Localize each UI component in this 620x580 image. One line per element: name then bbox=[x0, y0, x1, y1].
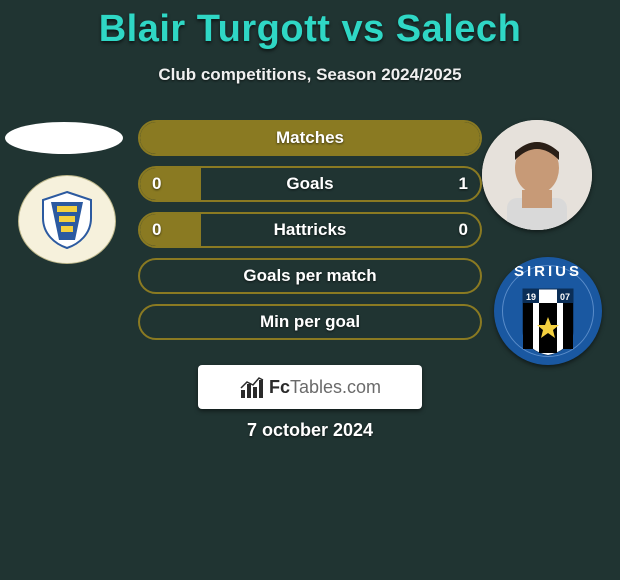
stat-label: Min per goal bbox=[140, 306, 480, 338]
stat-label: Goals per match bbox=[140, 260, 480, 292]
stat-row: Hattricks0 0 bbox=[138, 212, 482, 248]
comparison-subtitle: Club competitions, Season 2024/2025 bbox=[0, 65, 620, 85]
stat-row: Goals per match bbox=[138, 258, 482, 294]
left-player-photo-placeholder bbox=[5, 122, 123, 154]
stat-label: Matches bbox=[140, 122, 480, 154]
stat-value-left: 0 bbox=[152, 168, 161, 200]
comparison-title: Blair Turgott vs Salech bbox=[0, 0, 620, 51]
right-club-crest: SIRIUS 19 07 bbox=[494, 257, 602, 365]
brand-badge: FcTables.com bbox=[198, 365, 422, 409]
stats-panel: MatchesGoals01Hattricks00Goals per match… bbox=[138, 120, 482, 350]
comparison-date: 7 october 2024 bbox=[0, 420, 620, 441]
stat-row: Matches bbox=[138, 120, 482, 156]
stat-value-right: 1 bbox=[459, 168, 468, 200]
left-club-crest bbox=[18, 175, 116, 264]
brand-text: FcTables.com bbox=[269, 377, 381, 398]
stat-label: Hattricks bbox=[140, 214, 480, 246]
chart-icon bbox=[239, 374, 265, 400]
right-player-photo bbox=[482, 120, 592, 230]
stat-value-left: 0 bbox=[152, 214, 161, 246]
crest-shield: 19 07 bbox=[521, 287, 575, 357]
founded-right: 07 bbox=[560, 292, 570, 302]
founded-left: 19 bbox=[526, 292, 536, 302]
avatar-icon bbox=[482, 120, 592, 230]
shield-icon bbox=[35, 188, 99, 252]
stat-label: Goals bbox=[140, 168, 480, 200]
stat-row: Goals0 1 bbox=[138, 166, 482, 202]
brand-rest: Tables.com bbox=[290, 377, 381, 397]
stat-row: Min per goal bbox=[138, 304, 482, 340]
stat-value-right: 0 bbox=[459, 214, 468, 246]
brand-strong: Fc bbox=[269, 377, 290, 397]
right-club-name: SIRIUS bbox=[494, 263, 602, 280]
